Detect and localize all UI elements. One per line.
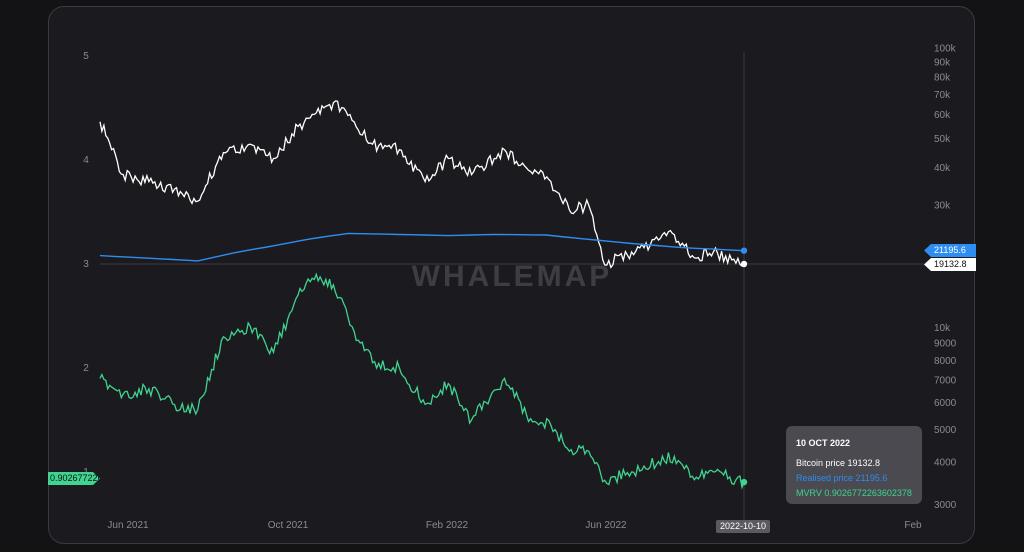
tooltip-date: 10 OCT 2022 <box>796 438 851 448</box>
left-tick-label: 4 <box>83 155 89 166</box>
right-tick-label: 5000 <box>934 425 957 436</box>
right-tick-label: 6000 <box>934 398 957 409</box>
x-axis: Jun 2021 Oct 2021 Feb 2022 Jun 2022 Feb <box>107 520 922 531</box>
right-tick-label: 3000 <box>934 500 957 511</box>
right-tick-label: 60k <box>934 110 951 121</box>
mvrv-tag: 0.9026772263602378 <box>48 472 100 485</box>
bitcoin-price-marker <box>740 260 748 268</box>
left-tick-label: 5 <box>83 51 89 62</box>
x-tick-label: Feb 2022 <box>426 520 469 531</box>
right-tick-label: 30k <box>934 200 951 211</box>
right-tick-label: 9000 <box>934 338 957 349</box>
right-tick-label: 40k <box>934 163 951 174</box>
right-tick-label: 80k <box>934 73 951 84</box>
x-tick-label: Jun 2022 <box>585 520 627 531</box>
right-tick-label: 70k <box>934 90 951 101</box>
x-tick-label: Oct 2021 <box>268 520 309 531</box>
mvrv-line <box>99 272 745 490</box>
tooltip-bitcoin-price: Bitcoin price 19132.8 <box>796 458 881 468</box>
bitcoin-price-tag: 19132.8 <box>924 258 976 271</box>
right-tick-label: 4000 <box>934 458 957 469</box>
left-tick-label: 3 <box>83 259 89 270</box>
left-axis: 12345 <box>83 51 89 478</box>
left-tick-label: 2 <box>83 363 89 374</box>
realised-price-line <box>99 232 745 262</box>
right-tick-label: 10k <box>934 323 951 334</box>
realised-price-marker <box>740 247 748 254</box>
x-tick-label: Jun 2021 <box>107 520 149 531</box>
right-tick-label: 90k <box>934 57 951 68</box>
right-tick-label: 8000 <box>934 356 957 367</box>
mvrv-marker <box>740 478 748 486</box>
right-tick-label: 100k <box>934 44 957 55</box>
tooltip: 10 OCT 2022 Bitcoin price 19132.8 Realis… <box>786 426 922 504</box>
bitcoin-price-line <box>99 100 745 269</box>
tooltip-realised-price: Realised price 21195.6 <box>796 473 888 483</box>
series-layer <box>99 100 748 490</box>
right-tick-label: 50k <box>934 134 951 145</box>
right-axis: 100k 90k 80k 70k 60k 50k 40k 30k 10k 9000 8000 7000… <box>934 44 957 511</box>
right-tick-label: 7000 <box>934 375 957 386</box>
watermark: WHALEMAP <box>412 260 613 293</box>
x-tick-label: Feb <box>904 520 922 531</box>
crosshair-date-tag: 2022-10-10 <box>716 520 770 533</box>
realised-price-tag: 21195.6 <box>924 244 976 257</box>
tooltip-mvrv: MVRV 0.9026772263602378 <box>796 488 912 498</box>
